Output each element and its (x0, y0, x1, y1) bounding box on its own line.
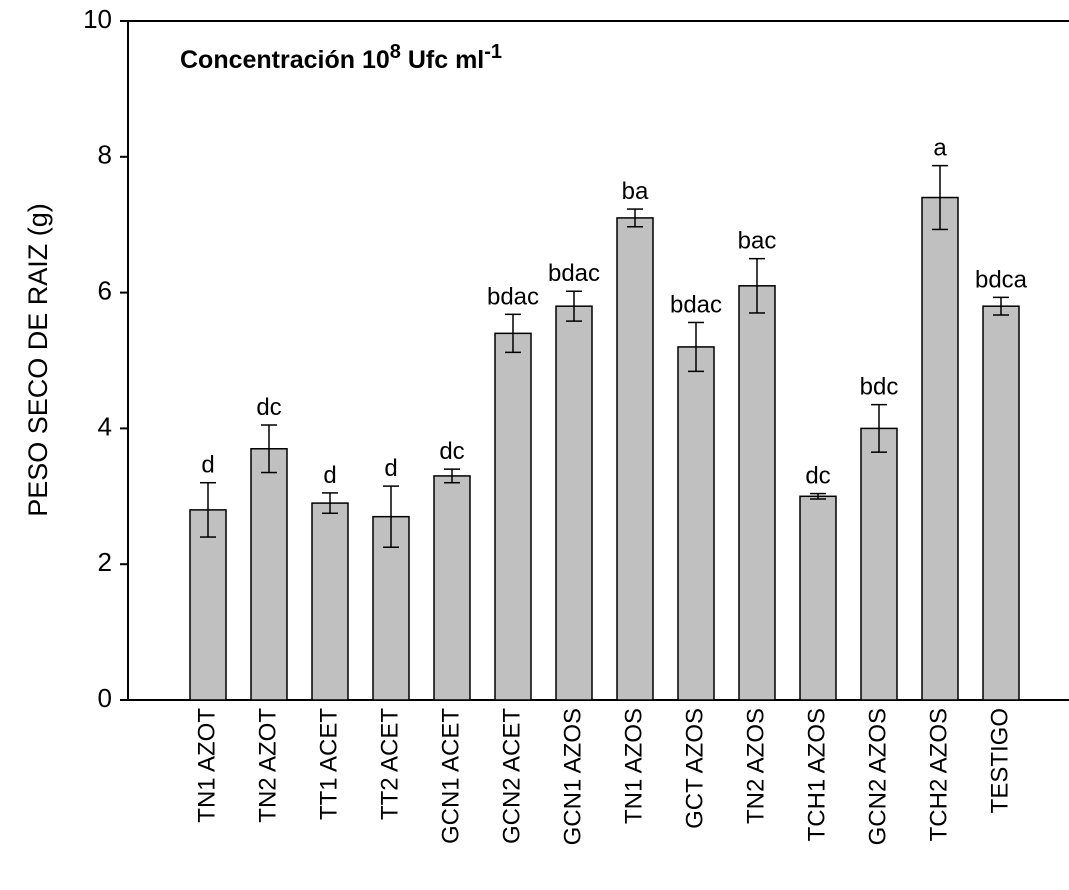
bar (677, 346, 715, 701)
title-text: Concentración 10 (180, 46, 390, 74)
y-tick-label: 2 (98, 547, 112, 577)
y-tick-label: 4 (98, 411, 112, 441)
bar (921, 196, 959, 701)
significance-label: dc (805, 463, 830, 490)
x-tick-label: TCH2 AZOS (925, 708, 952, 841)
bar (799, 495, 837, 701)
x-tick-label: GCN1 ACET (437, 708, 464, 844)
x-tick-label: GCT AZOS (681, 708, 708, 829)
significance-label: d (384, 455, 397, 482)
x-tick-label: TN2 AZOT (254, 708, 281, 823)
significance-label: d (201, 452, 214, 479)
bar (860, 427, 898, 701)
y-tick-label: 0 (98, 683, 112, 713)
significance-label: bdac (487, 283, 539, 310)
y-tick-label: 8 (98, 140, 112, 170)
significance-label: d (323, 462, 336, 489)
bar (433, 475, 471, 701)
x-tick-label: TT1 ACET (315, 708, 342, 820)
chart-title: Concentración 108 Ufc ml-1 (180, 41, 502, 74)
x-tick-label: GCN2 AZOS (864, 708, 891, 845)
significance-label: a (933, 135, 947, 162)
title-text: Ufc ml (401, 46, 484, 74)
bar (250, 448, 288, 701)
bar (738, 285, 776, 701)
significance-label: dc (256, 394, 281, 421)
x-tick-label: TN1 AZOT (193, 708, 220, 823)
significance-label: bac (738, 228, 777, 255)
x-tick-label: TCH1 AZOS (803, 708, 830, 841)
bar (982, 305, 1020, 701)
x-tick-label: GCN1 AZOS (559, 708, 586, 845)
x-tick-label: TN1 AZOS (620, 708, 647, 824)
significance-label: bdc (860, 374, 899, 401)
significance-label: ba (622, 178, 649, 205)
bar (311, 502, 349, 701)
title-superscript: 8 (390, 41, 401, 63)
x-tick-label: TN2 AZOS (742, 708, 769, 824)
title-superscript: -1 (484, 41, 502, 63)
significance-label: bdac (670, 291, 722, 318)
x-tick-label: TT2 ACET (376, 708, 403, 820)
y-tick-label: 6 (98, 275, 112, 305)
significance-label: dc (439, 438, 464, 465)
y-tick-label: 10 (83, 4, 112, 34)
significance-label: bdca (975, 266, 1028, 293)
bar (494, 332, 532, 701)
y-axis-label: PESO SECO DE RAIZ (g) (23, 203, 53, 517)
bar (189, 509, 227, 701)
bar (616, 217, 654, 701)
bar (555, 305, 593, 701)
significance-label: bdac (548, 260, 600, 287)
x-tick-label: GCN2 ACET (498, 708, 525, 844)
x-tick-label: TESTIGO (986, 708, 1013, 813)
